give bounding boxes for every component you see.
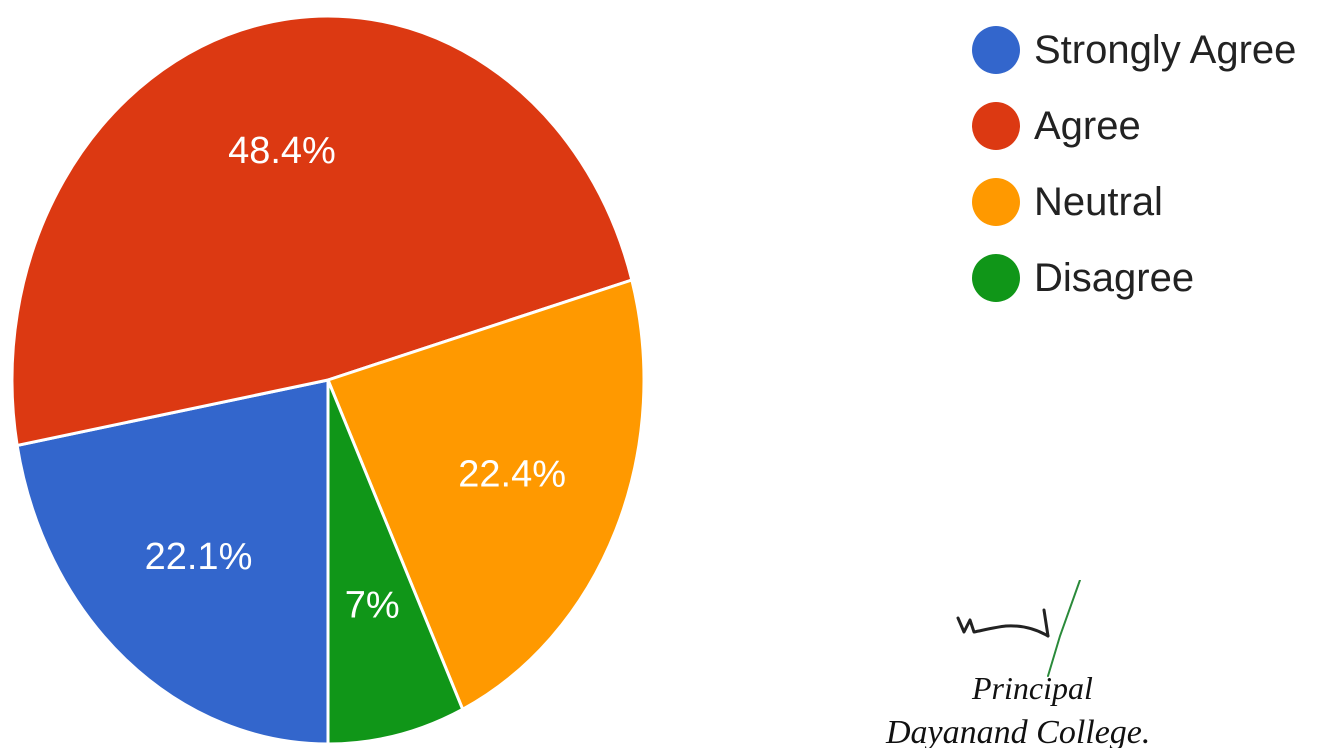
legend-swatch-disagree — [972, 254, 1020, 302]
pie-slice-disagree — [326, 379, 465, 746]
signature-title: Principal — [972, 670, 1093, 706]
handwritten-signature-icon — [956, 580, 1081, 677]
slice-label-strongly-agree: 22.1% — [145, 536, 253, 578]
pie-slice-agree — [10, 14, 634, 448]
pie-slice-strongly-agree — [15, 378, 330, 746]
signature-organization: Dayanand College. — [886, 714, 1151, 748]
legend-swatch-strongly-agree — [972, 26, 1020, 74]
legend: Strongly Agree Agree Neutral Disagree — [972, 12, 1296, 316]
legend-item-disagree: Disagree — [972, 240, 1296, 316]
legend-label-strongly-agree: Strongly Agree — [1034, 27, 1297, 72]
slice-label-neutral: 22.4% — [458, 453, 566, 495]
pie-slices — [10, 14, 646, 746]
pie-labels: 22.1% 48.4% 22.4% 7% — [145, 130, 566, 626]
legend-item-strongly-agree: Strongly Agree — [972, 12, 1296, 88]
signature-block: Principal Dayanand College. — [870, 580, 1250, 748]
legend-swatch-neutral — [972, 178, 1020, 226]
pie-slice-neutral — [326, 278, 646, 712]
slice-label-agree: 48.4% — [228, 130, 336, 172]
legend-label-agree: Agree — [1034, 103, 1141, 148]
legend-label-neutral: Neutral — [1034, 179, 1163, 224]
legend-item-agree: Agree — [972, 88, 1296, 164]
legend-label-disagree: Disagree — [1034, 255, 1195, 300]
slice-label-disagree: 7% — [345, 584, 400, 626]
pie-chart: 22.1% 48.4% 22.4% 7% — [10, 14, 646, 746]
legend-item-neutral: Neutral — [972, 164, 1296, 240]
legend-swatch-agree — [972, 102, 1020, 150]
